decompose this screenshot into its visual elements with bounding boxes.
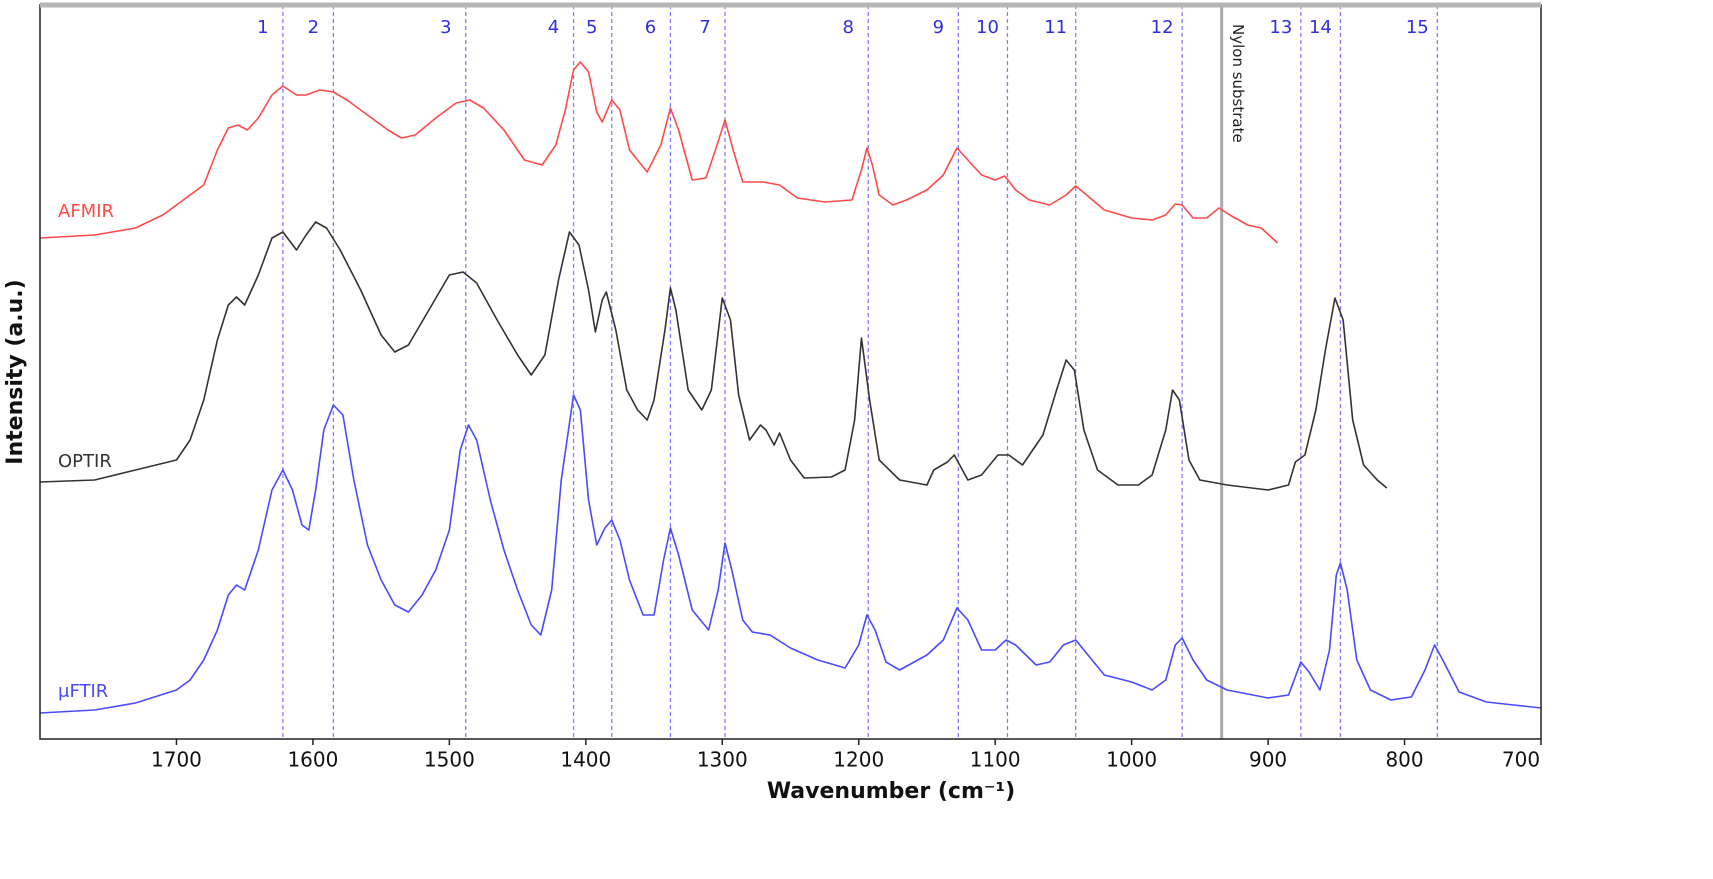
x-tick-label: 1600 (287, 748, 338, 772)
spectrum-line (39, 61, 1279, 244)
peak-label: 11 (1044, 17, 1067, 38)
x-tick-label: 800 (1385, 748, 1423, 772)
peak-label: 3 (440, 17, 451, 38)
x-tick-label: 700 (1502, 748, 1540, 772)
peak-label: 6 (645, 17, 656, 38)
peak-label: 10 (976, 17, 999, 38)
x-tick-label: 1000 (1106, 748, 1157, 772)
series-label: μFTIR (58, 681, 108, 702)
x-tick-label: 1300 (697, 748, 748, 772)
peak-label: 9 (933, 17, 944, 38)
x-tick-label: 1200 (833, 748, 884, 772)
spectrum-line (39, 394, 1542, 714)
series-label: OPTIR (58, 451, 112, 472)
peak-label: 2 (308, 17, 319, 38)
peak-label: 4 (548, 17, 559, 38)
x-tick-label: 1700 (151, 748, 202, 772)
x-tick-label: 1400 (560, 748, 611, 772)
x-tick-label: 1500 (424, 748, 475, 772)
series-label: AFMIR (58, 201, 114, 222)
x-axis-title: Wavenumber (cm⁻¹) (767, 779, 1015, 804)
x-tick-label: 900 (1249, 748, 1287, 772)
peak-label: 15 (1406, 17, 1429, 38)
peak-label: 12 (1151, 17, 1174, 38)
x-tick-label: 1100 (970, 748, 1021, 772)
peak-label: 7 (699, 17, 710, 38)
peak-label: 13 (1269, 17, 1292, 38)
y-axis-title: Intensity (a.u.) (3, 279, 28, 464)
spectrum-line (39, 221, 1388, 491)
peak-label: 1 (257, 17, 268, 38)
peak-label: 14 (1309, 17, 1332, 38)
peak-label: 5 (586, 17, 597, 38)
substrate-label: Nylon substrate (1229, 24, 1247, 143)
peak-label: 8 (843, 17, 854, 38)
